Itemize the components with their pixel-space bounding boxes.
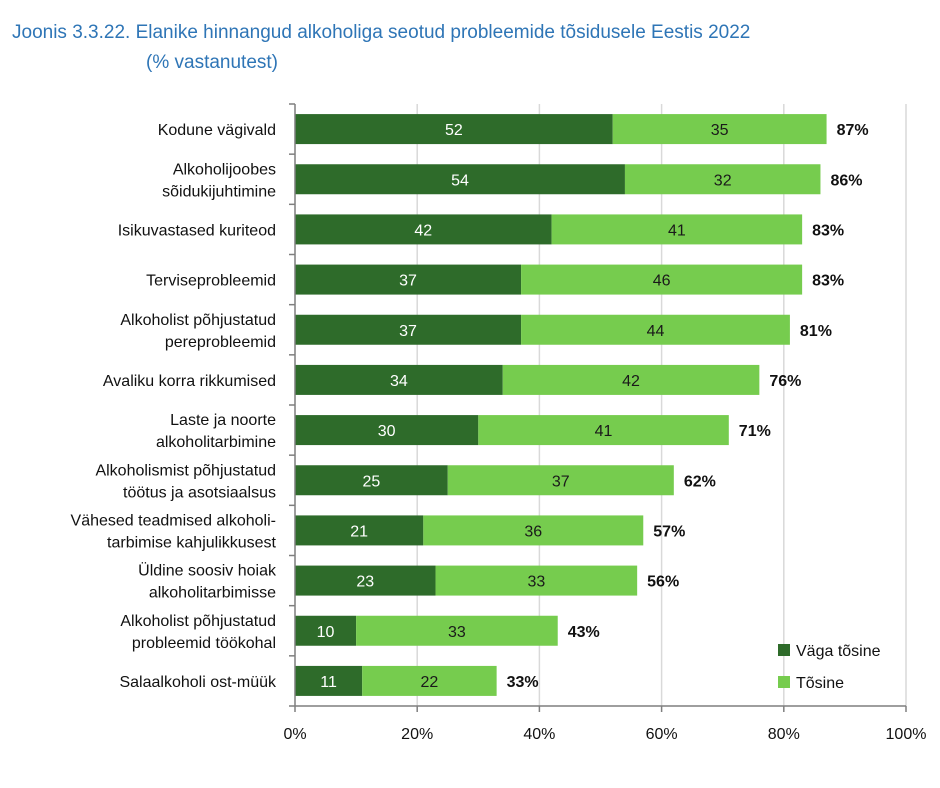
category-label: Alkoholijoobes sõidukijuhtimine [162,161,276,200]
data-label-tosine: 46 [653,273,671,290]
data-label-total: 62% [684,473,716,490]
data-label-vaga-tosine: 42 [414,222,432,239]
bar-vaga-tosine [295,565,436,596]
data-label-vaga-tosine: 25 [362,473,380,490]
bar-vaga-tosine [295,465,448,496]
legend-swatch-tosine [778,676,790,688]
data-label-tosine: 41 [595,423,613,440]
data-label-total: 43% [568,624,600,641]
data-label-total: 87% [837,122,869,139]
x-tick-label: 40% [523,726,555,743]
data-label-total: 56% [647,574,679,591]
bar-tosine [624,164,821,195]
bar-tosine [435,565,638,596]
bar-tosine [423,515,644,546]
data-label-vaga-tosine: 23 [356,574,374,591]
category-label: Alkoholist põhjustatud pereprobleemid [120,312,276,351]
data-label-vaga-tosine: 52 [445,122,463,139]
data-label-vaga-tosine: 21 [350,523,368,540]
data-label-total: 71% [739,423,771,440]
bar-tosine [356,615,558,646]
data-label-vaga-tosine: 37 [399,273,417,290]
bar-vaga-tosine [295,264,522,295]
data-label-vaga-tosine: 34 [390,373,408,390]
data-label-total: 76% [769,373,801,390]
data-label-vaga-tosine: 54 [451,172,469,189]
data-label-total: 33% [507,674,539,691]
x-tick-label: 80% [768,726,800,743]
legend-swatch-vaga-tosine [778,644,790,656]
category-label: Vähesed teadmised alkoholi-tarbimise kah… [71,512,277,551]
bar-tosine [521,264,803,295]
bar-vaga-tosine [295,615,357,646]
bar-vaga-tosine [295,665,363,696]
bar-vaga-tosine [295,214,552,245]
x-tick-label: 0% [283,726,306,743]
data-label-tosine: 22 [421,674,439,691]
bar-vaga-tosine [295,114,613,145]
data-label-vaga-tosine: 30 [378,423,396,440]
category-label: Alkoholismist põhjustatud töötus ja asots… [95,462,276,501]
bar-vaga-tosine [295,515,424,546]
bar-tosine [478,415,729,446]
bar-tosine [612,114,827,145]
data-label-vaga-tosine: 10 [317,624,335,641]
data-label-total: 86% [830,172,862,189]
x-tick-label: 60% [646,726,678,743]
data-label-total: 83% [812,222,844,239]
data-label-tosine: 41 [668,222,686,239]
bar-tosine [551,214,803,245]
bar-vaga-tosine [295,314,522,345]
category-label: Salaalkoholi ost-müük [119,674,277,691]
bar-vaga-tosine [295,415,479,446]
category-label: Avaliku korra rikkumised [103,373,276,390]
category-label: Terviseprobleemid [146,273,276,290]
bar-tosine [362,665,497,696]
chart-title-line2: (% vastanutest) [146,52,278,73]
chart-title: Joonis 3.3.22. Elanike hinnangud alkohol… [12,18,750,78]
bar-tosine [521,314,790,345]
data-label-total: 81% [800,323,832,340]
data-label-tosine: 37 [552,473,570,490]
data-label-tosine: 33 [448,624,466,641]
data-label-tosine: 35 [711,122,729,139]
data-label-tosine: 33 [527,574,545,591]
bar-vaga-tosine [295,364,503,395]
category-label: Alkoholist põhjustatud probleemid töökoha… [120,613,276,652]
x-tick-label: 100% [886,726,927,743]
data-label-total: 57% [653,523,685,540]
bar-tosine [447,465,674,496]
data-label-tosine: 36 [524,523,542,540]
category-label: Isikuvastased kuriteod [118,222,276,239]
x-tick-label: 20% [401,726,433,743]
data-label-tosine: 32 [714,172,732,189]
data-label-vaga-tosine: 11 [320,674,337,691]
legend-label-vaga-tosine: Väga tõsine [796,643,881,660]
category-label: Üldine soosiv hoiak alkoholitarbimisse [138,562,277,602]
data-label-vaga-tosine: 37 [399,323,417,340]
legend-label-tosine: Tõsine [796,675,844,692]
data-label-tosine: 44 [647,323,665,340]
data-label-tosine: 42 [622,373,640,390]
bar-tosine [502,364,760,395]
data-label-total: 83% [812,273,844,290]
bar-vaga-tosine [295,164,625,195]
category-label: Kodune vägivald [158,122,276,139]
category-label: Laste ja noorte alkoholitarbimine [156,412,276,451]
chart-title-line1: Joonis 3.3.22. Elanike hinnangud alkohol… [12,22,751,43]
